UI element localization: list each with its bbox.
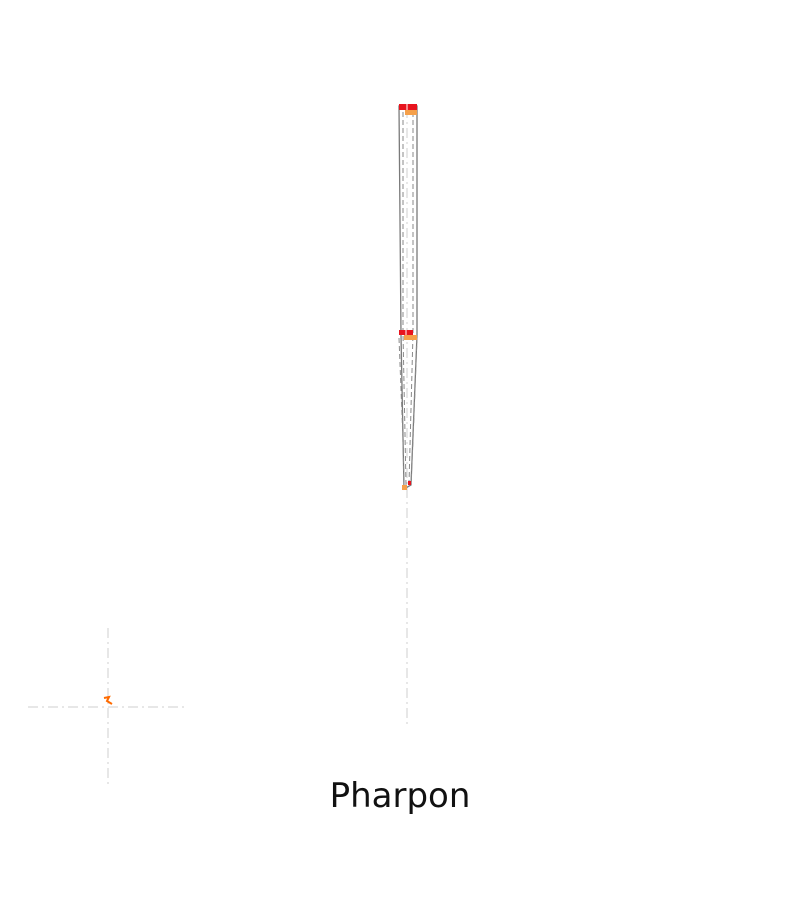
- tip-red-marker: [408, 481, 411, 485]
- top-cap-red-marker: [399, 104, 417, 110]
- pharpon-shape: [398, 104, 418, 491]
- origin-marker-icon: [103, 695, 113, 705]
- top-cap-orange-marker: [405, 110, 417, 115]
- shape-taper-right: [410, 337, 418, 484]
- shape-caption: Pharpon: [329, 776, 471, 816]
- shape-taper-left: [398, 337, 405, 487]
- shape-inner-right-dashes: [408, 112, 414, 485]
- mid-joint-orange-marker: [404, 335, 417, 340]
- tip-orange-marker: [402, 485, 407, 490]
- origin-crosshair: [28, 628, 188, 788]
- shape-outer-outline: [398, 105, 418, 491]
